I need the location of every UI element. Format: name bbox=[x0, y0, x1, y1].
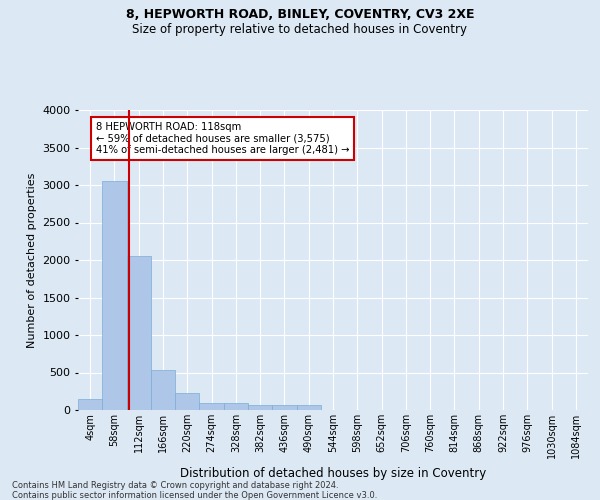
Bar bbox=[78, 399, 102, 410]
Text: 8 HEPWORTH ROAD: 118sqm
← 59% of detached houses are smaller (3,575)
41% of semi: 8 HEPWORTH ROAD: 118sqm ← 59% of detache… bbox=[96, 122, 349, 155]
Bar bbox=[296, 405, 321, 410]
Text: Distribution of detached houses by size in Coventry: Distribution of detached houses by size … bbox=[180, 468, 486, 480]
Y-axis label: Number of detached properties: Number of detached properties bbox=[26, 172, 37, 348]
Bar bbox=[272, 405, 296, 410]
Bar bbox=[224, 403, 248, 410]
Bar bbox=[151, 370, 175, 410]
Text: 8, HEPWORTH ROAD, BINLEY, COVENTRY, CV3 2XE: 8, HEPWORTH ROAD, BINLEY, COVENTRY, CV3 … bbox=[126, 8, 474, 20]
Bar bbox=[102, 181, 127, 410]
Text: Size of property relative to detached houses in Coventry: Size of property relative to detached ho… bbox=[133, 22, 467, 36]
Bar bbox=[248, 405, 272, 410]
Text: Contains public sector information licensed under the Open Government Licence v3: Contains public sector information licen… bbox=[12, 491, 377, 500]
Bar bbox=[127, 256, 151, 410]
Bar bbox=[199, 402, 224, 410]
Bar bbox=[175, 393, 199, 410]
Text: Contains HM Land Registry data © Crown copyright and database right 2024.: Contains HM Land Registry data © Crown c… bbox=[12, 481, 338, 490]
